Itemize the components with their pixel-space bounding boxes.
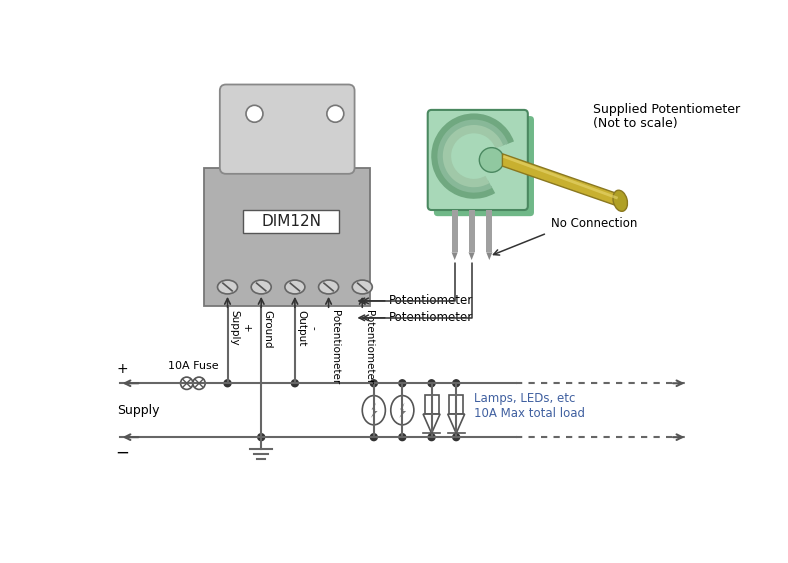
- Polygon shape: [400, 403, 406, 418]
- Circle shape: [180, 377, 193, 390]
- Text: -
Output: - Output: [296, 310, 318, 346]
- Ellipse shape: [251, 280, 271, 294]
- Bar: [243, 210, 339, 233]
- Text: 10A Fuse: 10A Fuse: [168, 361, 218, 371]
- Text: +
Supply: + Supply: [229, 310, 251, 346]
- Text: Potentiometer: Potentiometer: [389, 311, 474, 324]
- Circle shape: [370, 434, 377, 441]
- Circle shape: [246, 105, 263, 122]
- Text: Potentiometer: Potentiometer: [364, 310, 374, 385]
- Ellipse shape: [362, 396, 385, 425]
- Text: Potentiometer: Potentiometer: [330, 310, 340, 385]
- Circle shape: [258, 434, 265, 441]
- Bar: [425, 395, 438, 414]
- Circle shape: [327, 105, 344, 122]
- Circle shape: [193, 377, 205, 390]
- Bar: [486, 210, 492, 252]
- Polygon shape: [448, 414, 465, 434]
- Polygon shape: [503, 154, 620, 207]
- Circle shape: [428, 434, 435, 441]
- Circle shape: [453, 434, 459, 441]
- Ellipse shape: [391, 396, 414, 425]
- Circle shape: [224, 380, 231, 387]
- Bar: [469, 210, 474, 252]
- Text: (Not to scale): (Not to scale): [593, 117, 678, 129]
- Bar: [204, 168, 370, 306]
- FancyBboxPatch shape: [428, 110, 528, 210]
- Text: DIM12N: DIM12N: [261, 214, 321, 229]
- Ellipse shape: [285, 280, 305, 294]
- Polygon shape: [486, 252, 492, 260]
- Polygon shape: [452, 252, 458, 260]
- Polygon shape: [370, 403, 377, 418]
- Circle shape: [292, 380, 299, 387]
- Polygon shape: [423, 414, 440, 434]
- FancyBboxPatch shape: [220, 84, 355, 174]
- Bar: [449, 395, 463, 414]
- Circle shape: [399, 434, 406, 441]
- Circle shape: [453, 380, 459, 387]
- Circle shape: [399, 380, 406, 387]
- Ellipse shape: [318, 280, 339, 294]
- Circle shape: [479, 148, 504, 172]
- Circle shape: [370, 380, 377, 387]
- Text: Lamps, LEDs, etc
10A Max total load: Lamps, LEDs, etc 10A Max total load: [474, 392, 585, 421]
- Ellipse shape: [217, 280, 237, 294]
- Ellipse shape: [613, 190, 627, 211]
- Text: Supply: Supply: [117, 404, 160, 417]
- Text: −: −: [115, 444, 129, 462]
- Text: Potentiometer: Potentiometer: [389, 294, 474, 307]
- Polygon shape: [469, 252, 474, 260]
- Text: Ground: Ground: [262, 310, 273, 348]
- Bar: [452, 210, 458, 252]
- Ellipse shape: [352, 280, 372, 294]
- FancyBboxPatch shape: [434, 116, 534, 216]
- Circle shape: [428, 380, 435, 387]
- Text: No Connection: No Connection: [551, 217, 637, 230]
- Text: +: +: [116, 363, 128, 376]
- Text: Supplied Potentiometer: Supplied Potentiometer: [593, 104, 741, 117]
